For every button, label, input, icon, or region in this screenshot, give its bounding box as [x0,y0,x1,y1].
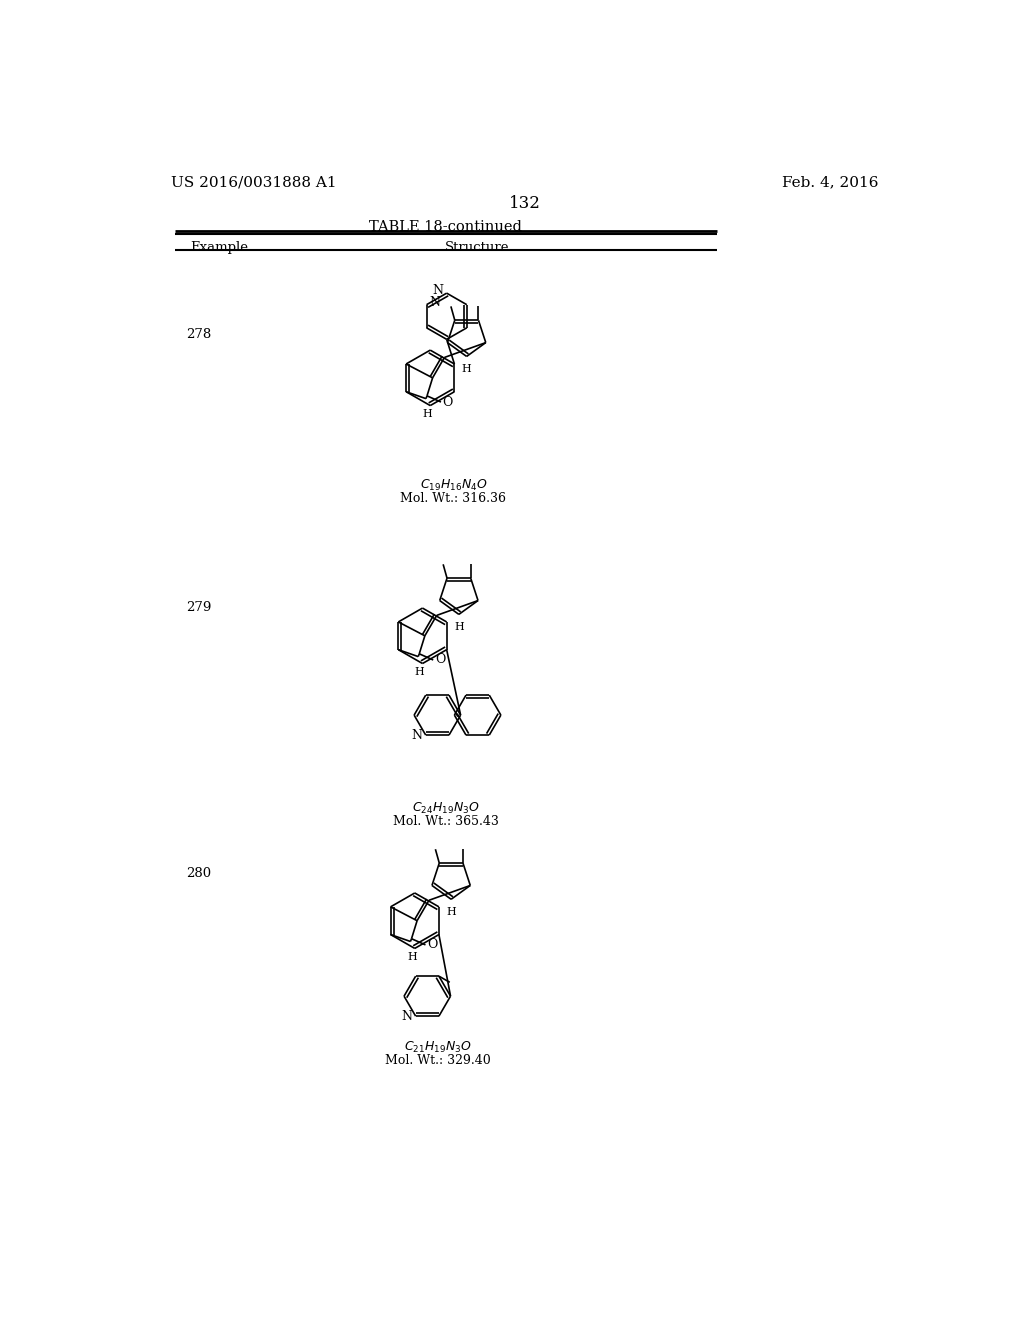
Text: H: H [462,364,471,374]
Text: 278: 278 [186,327,211,341]
Text: O: O [427,939,437,952]
Text: H: H [408,952,417,962]
Text: Feb. 4, 2016: Feb. 4, 2016 [782,176,879,189]
Text: N: N [430,296,440,309]
Text: 280: 280 [186,867,211,880]
Text: N: N [401,1010,413,1023]
Text: O: O [442,396,453,408]
Text: 279: 279 [186,601,212,614]
Text: H: H [415,668,425,677]
Text: H: H [446,907,456,917]
Text: 132: 132 [509,195,541,213]
Text: $C_{24}H_{19}N_3O$: $C_{24}H_{19}N_3O$ [412,801,479,817]
Text: Mol. Wt.: 365.43: Mol. Wt.: 365.43 [393,816,499,828]
Text: $C_{19}H_{16}N_4O$: $C_{19}H_{16}N_4O$ [420,478,487,494]
Text: US 2016/0031888 A1: US 2016/0031888 A1 [171,176,336,189]
Text: N: N [412,729,423,742]
Text: $C_{21}H_{19}N_3O$: $C_{21}H_{19}N_3O$ [404,1040,472,1055]
Text: Mol. Wt.: 329.40: Mol. Wt.: 329.40 [385,1053,490,1067]
Text: H: H [454,622,464,632]
Text: Mol. Wt.: 316.36: Mol. Wt.: 316.36 [400,492,507,504]
Text: Example: Example [190,240,248,253]
Text: H: H [423,409,432,420]
Text: TABLE 18-continued: TABLE 18-continued [370,220,522,234]
Text: N: N [432,284,443,297]
Text: O: O [435,653,445,667]
Text: Structure: Structure [444,240,509,253]
